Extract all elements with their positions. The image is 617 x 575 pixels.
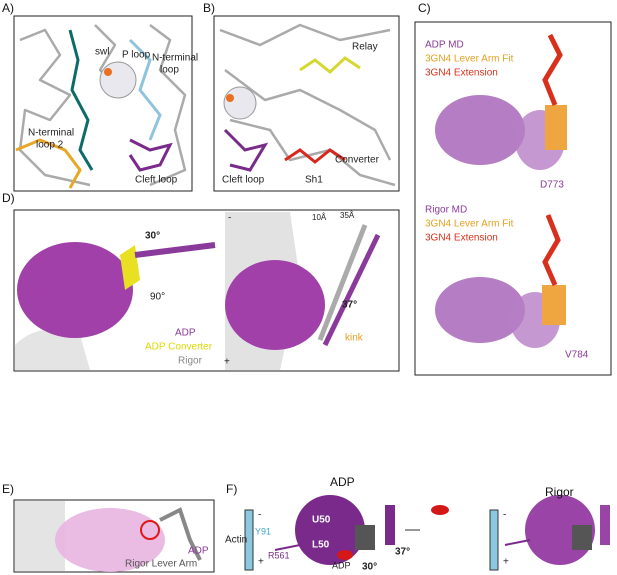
panel-label: A) <box>2 1 14 15</box>
annotation: - <box>258 510 261 521</box>
annotation: 30° <box>145 231 160 242</box>
annotation: ADP <box>332 560 351 570</box>
panel-label: C) <box>418 1 431 15</box>
legend-entry: 3GN4 Extension <box>425 233 498 244</box>
annotation: R561 <box>268 550 290 560</box>
annotation: - <box>503 510 506 521</box>
legend-entry: 3GN4 Extension <box>425 68 498 79</box>
panel-label: E) <box>2 482 14 496</box>
annotation: Converter <box>335 155 380 166</box>
structure-d <box>15 212 381 370</box>
annotation: 37° <box>342 300 357 311</box>
annotation: Actin <box>225 535 247 546</box>
annotation: loop 2 <box>36 140 64 151</box>
legend-entry: ADP Converter <box>145 342 213 353</box>
panel-a <box>13 15 193 192</box>
annotation: kink <box>345 333 364 344</box>
annotation: 90° <box>150 292 165 303</box>
annotation: + <box>224 357 230 368</box>
structure-b <box>219 23 396 187</box>
legend-entry: 3GN4 Lever Arm Fit <box>425 54 514 65</box>
annotation: N-terminal <box>152 53 198 64</box>
schematic-f <box>244 495 610 571</box>
annotation: 37° <box>395 547 410 558</box>
legend-entry: Rigor Lever Arm <box>125 559 197 570</box>
annotation: - <box>228 213 231 224</box>
annotation: U50 <box>312 515 331 526</box>
annotation: P loop <box>122 50 151 61</box>
panel-label: F) <box>226 482 237 496</box>
annotation: + <box>258 557 264 568</box>
annotation: Cleft loop <box>222 175 265 186</box>
legend-entry: ADP <box>188 546 209 557</box>
panel-label: D) <box>2 191 15 205</box>
annotation: 35Å <box>340 211 355 220</box>
legend-entry: 3GN4 Lever Arm Fit <box>425 219 514 230</box>
structure-c <box>435 33 567 348</box>
legend-entry: Rigor MD <box>425 205 467 216</box>
schematic-title: Rigor <box>545 485 574 499</box>
annotation: Relay <box>352 42 378 53</box>
structure-a <box>15 24 187 189</box>
legend-entry: ADP MD <box>425 40 464 51</box>
annotation: Y91 <box>255 526 271 536</box>
legend-entry: Rigor <box>178 356 203 367</box>
annotation: N-terminal <box>28 128 74 139</box>
panel-label: B) <box>203 1 215 15</box>
annotation: 10Å <box>312 213 327 222</box>
annotation: D773 <box>540 180 564 191</box>
schematic-title: ADP <box>330 475 355 489</box>
annotation: 30° <box>362 562 377 573</box>
annotation: L50 <box>312 540 330 551</box>
annotation: swl <box>95 47 109 58</box>
annotation: Cleft loop <box>135 175 178 186</box>
annotation: Sh1 <box>305 175 323 186</box>
annotation: V784 <box>565 350 589 361</box>
annotation: loop <box>160 65 179 76</box>
legend-entry: ADP <box>175 328 196 339</box>
structure-e <box>15 501 202 572</box>
annotation: + <box>503 557 509 568</box>
